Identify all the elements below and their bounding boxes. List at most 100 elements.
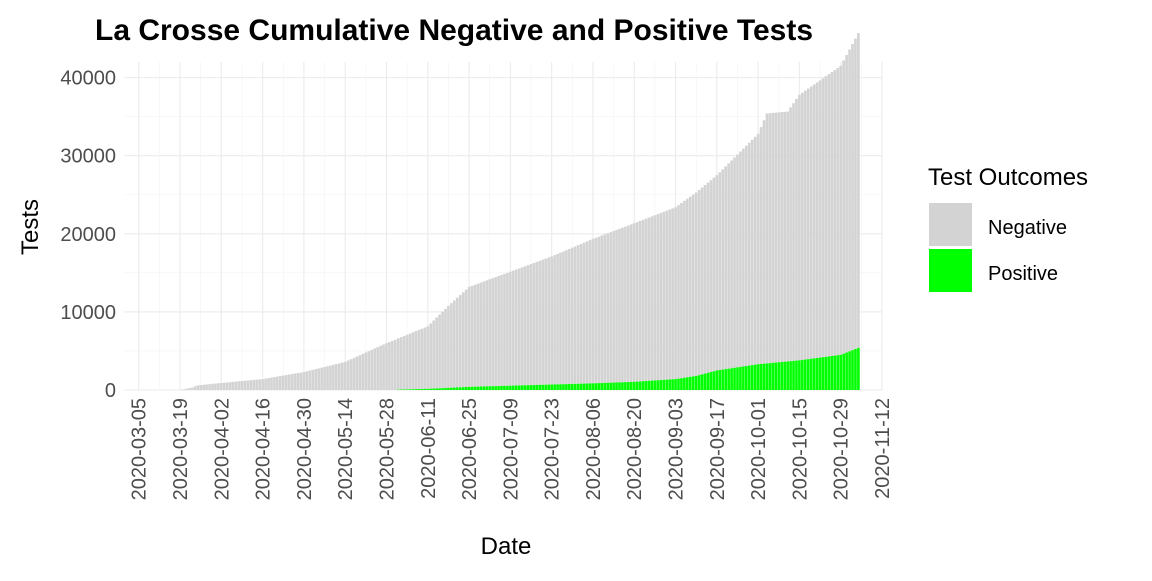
x-tick-label: 2020-07-23 [542,398,564,500]
bar-positive [600,383,603,390]
bar-positive [603,383,606,390]
bar-negative [606,233,609,382]
bar-negative [506,273,509,386]
bar-negative [757,134,760,364]
x-tick-label: 2020-06-11 [418,398,440,499]
bar-positive [583,384,586,390]
bar-negative [385,343,388,390]
bar-negative [689,197,692,377]
bar-negative [668,210,671,380]
bar-negative [786,112,789,362]
bar-negative [365,353,368,390]
x-tick-label: 2020-03-19 [170,398,192,500]
bar-negative [214,384,217,390]
bar-negative [503,274,506,386]
bar-negative [232,382,235,390]
bar-negative [636,222,639,381]
bar-negative [391,341,394,390]
bar-negative [713,178,716,372]
bar-negative [848,50,851,352]
bar-positive [742,366,745,390]
bar-positive [435,388,438,390]
bar-negative [188,388,191,390]
x-tick-label: 2020-04-30 [294,398,316,500]
bar-negative [574,246,577,383]
bar-negative [645,219,648,381]
bar-positive [565,384,568,390]
bar-negative [196,385,199,390]
bar-negative [822,78,825,357]
bar-negative [763,120,766,363]
bar-positive [774,363,777,390]
bar-positive [801,360,804,390]
bar-positive [533,385,536,390]
bar-negative [807,89,810,360]
bar-positive [615,382,618,390]
legend-title: Test Outcomes [928,164,1088,191]
bar-positive [485,386,488,390]
bar-negative [580,244,583,384]
legend-label-negative: Negative [988,217,1067,239]
bar-negative [833,70,836,356]
bar-negative [400,337,403,389]
bar-positive [807,359,810,390]
bar-negative [754,137,757,365]
x-tick-label: 2020-03-05 [129,398,151,500]
bar-negative [804,91,807,360]
bar-negative [382,344,385,390]
bar-negative [223,383,226,390]
bar-positive [662,380,665,390]
bar-positive [783,362,786,390]
bar-positive [450,388,453,390]
legend-key-negative [929,203,972,246]
bar-positive [671,379,674,390]
bar-positive [724,369,727,390]
bar-negative [836,68,839,355]
bar-positive [556,384,559,390]
bar-negative [191,388,194,390]
bar-positive [424,389,427,390]
bar-negative [686,199,689,378]
bar-negative [205,384,208,390]
bar-negative [642,220,645,381]
bar-positive [426,389,429,390]
bar-negative [515,270,518,386]
bar-positive [491,386,494,390]
bar-negative [842,60,845,353]
bar-negative [285,375,288,390]
bar-negative [565,250,568,384]
bar-positive [409,389,412,390]
bar-negative [816,82,819,358]
bar-negative [639,221,642,381]
x-tick-label: 2020-04-16 [253,398,275,500]
bar-positive [689,377,692,390]
bar-positive [786,361,789,390]
bar-negative [851,44,854,350]
bar-positive [515,386,518,390]
bar-positive [677,379,680,390]
bar-negative [444,309,447,388]
y-tick-label: 10000 [60,302,116,324]
bar-positive [518,385,521,390]
bar-positive [659,380,662,390]
bar-negative [701,188,704,375]
bar-positive [828,356,831,390]
bar-negative [406,335,409,390]
bar-negative [586,241,589,383]
bar-negative [615,230,618,383]
bar-negative [394,340,397,390]
bar-negative [745,146,748,366]
bar-negative [801,93,804,360]
bar-negative [813,84,816,358]
x-tick-label: 2020-08-06 [583,398,605,500]
bar-negative [282,376,285,390]
bar-positive [562,384,565,390]
bar-positive [810,359,813,390]
bar-positive [524,385,527,390]
bar-positive [857,348,860,390]
bar-positive [657,380,660,390]
bar-negative [494,277,497,386]
bar-negative [774,113,777,363]
bar-negative [683,201,686,378]
bar-positive [804,360,807,390]
